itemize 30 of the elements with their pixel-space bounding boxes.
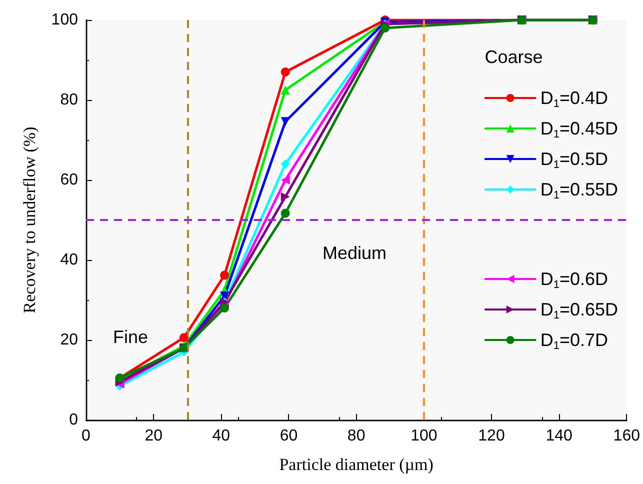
point — [280, 86, 290, 94]
point — [280, 68, 290, 76]
x-tick-label: 160 — [613, 428, 640, 444]
y-tick-label: 60 — [60, 172, 78, 188]
point — [180, 333, 188, 342]
y-tick-label: 20 — [60, 332, 78, 348]
x-tick-label: 0 — [82, 428, 91, 444]
point — [280, 160, 290, 168]
point — [220, 304, 230, 312]
y-tick-label: 0 — [69, 412, 78, 428]
x-tick-label: 140 — [546, 428, 573, 444]
annotation: Medium — [322, 243, 387, 263]
point — [280, 176, 290, 184]
annotation: Coarse — [484, 47, 543, 67]
x-tick-label: 120 — [478, 428, 505, 444]
x-tick-label: 40 — [212, 428, 230, 444]
annotation: Fine — [113, 327, 148, 347]
y-tick-label: 80 — [60, 92, 78, 108]
x-axis-title: Particle diameter (µm) — [279, 455, 434, 474]
x-tick-label: 60 — [280, 428, 298, 444]
point — [220, 270, 230, 280]
x-tick-label: 20 — [144, 428, 163, 444]
x-tick-label: 100 — [410, 428, 438, 444]
point — [280, 208, 290, 218]
y-axis-title: Recovery to underflow (%) — [20, 126, 39, 314]
y-tick-label: 40 — [60, 252, 78, 268]
point — [280, 192, 290, 202]
y-tick-label: 100 — [51, 12, 78, 28]
x-tick-label: 80 — [347, 428, 366, 444]
point — [380, 24, 390, 32]
